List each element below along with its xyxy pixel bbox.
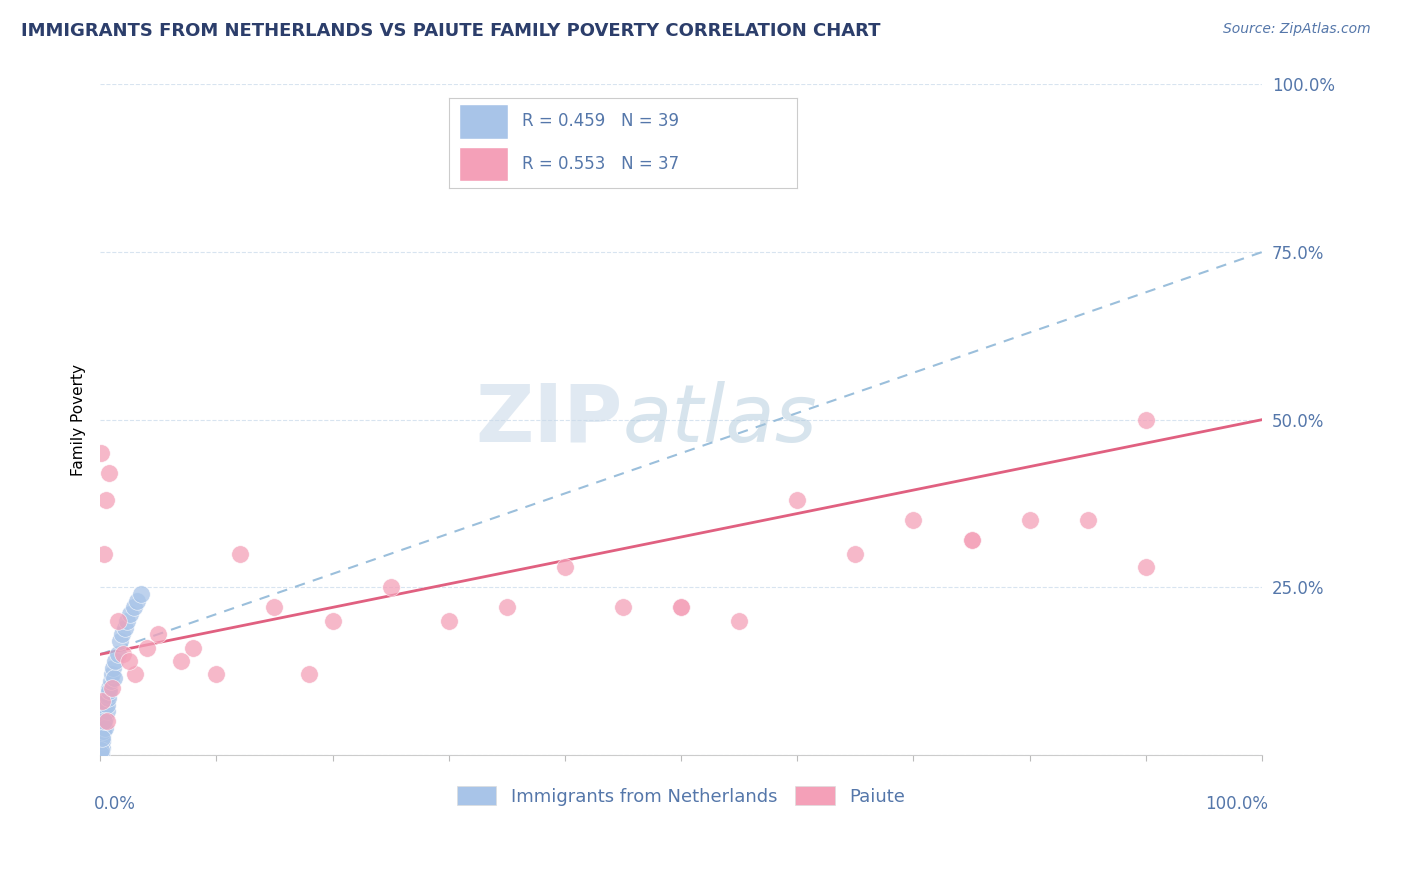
Point [93, 547, 115, 561]
Point [90, 734, 112, 748]
Point [228, 547, 250, 561]
Point [960, 533, 983, 548]
Point [90, 741, 112, 756]
Text: IMMIGRANTS FROM NETHERLANDS VS PAIUTE FAMILY POVERTY CORRELATION CHART: IMMIGRANTS FROM NETHERLANDS VS PAIUTE FA… [21, 22, 880, 40]
Point [91, 714, 114, 729]
Point [1077, 513, 1099, 527]
Point [90, 742, 112, 756]
Point [124, 667, 146, 681]
Y-axis label: Family Poverty: Family Poverty [72, 364, 86, 475]
Point [94, 721, 117, 735]
Point [97, 690, 120, 705]
Point [100, 667, 122, 681]
Point [554, 560, 576, 574]
Text: Source: ZipAtlas.com: Source: ZipAtlas.com [1223, 22, 1371, 37]
Point [90, 446, 112, 460]
Point [90, 738, 112, 752]
Point [100, 681, 122, 695]
Point [111, 627, 134, 641]
Point [96, 704, 118, 718]
Point [135, 640, 157, 655]
Legend: Immigrants from Netherlands, Paiute: Immigrants from Netherlands, Paiute [450, 779, 912, 813]
Point [437, 614, 460, 628]
Point [107, 614, 129, 628]
Point [612, 600, 634, 615]
Point [104, 654, 127, 668]
Point [98, 684, 121, 698]
Point [728, 614, 751, 628]
Point [148, 627, 170, 641]
Point [170, 654, 193, 668]
Point [205, 667, 228, 681]
Point [91, 728, 114, 742]
Point [103, 671, 125, 685]
Point [93, 714, 115, 729]
Point [90, 747, 112, 761]
Point [669, 600, 692, 615]
Point [94, 711, 117, 725]
Point [100, 674, 122, 689]
Point [1018, 513, 1040, 527]
Point [97, 681, 120, 695]
Point [91, 721, 114, 735]
Point [1135, 560, 1157, 574]
Point [127, 593, 149, 607]
Point [97, 688, 120, 702]
Point [122, 600, 145, 615]
Text: ZIP: ZIP [475, 381, 623, 458]
Point [108, 634, 131, 648]
Point [669, 600, 692, 615]
Point [91, 734, 114, 748]
Text: 0.0%: 0.0% [94, 795, 136, 814]
Text: 100.0%: 100.0% [1205, 795, 1268, 814]
Point [118, 654, 141, 668]
Point [91, 694, 114, 708]
Point [101, 661, 124, 675]
Point [120, 607, 142, 621]
Point [1135, 412, 1157, 426]
Point [93, 724, 115, 739]
Point [94, 694, 117, 708]
Point [115, 614, 138, 628]
Point [94, 493, 117, 508]
Point [93, 707, 115, 722]
Point [960, 533, 983, 548]
Point [90, 741, 112, 756]
Point [112, 648, 135, 662]
Point [90, 745, 112, 759]
Point [844, 547, 866, 561]
Point [90, 731, 112, 746]
Point [181, 640, 204, 655]
Text: atlas: atlas [623, 381, 818, 458]
Point [903, 513, 925, 527]
Point [93, 701, 115, 715]
Point [263, 600, 285, 615]
Point [786, 493, 808, 508]
Point [298, 667, 321, 681]
Point [107, 648, 129, 662]
Point [321, 614, 343, 628]
Point [98, 467, 121, 481]
Point [380, 580, 402, 594]
Point [114, 620, 136, 634]
Point [96, 714, 118, 729]
Point [495, 600, 517, 615]
Point [96, 698, 118, 712]
Point [129, 587, 152, 601]
